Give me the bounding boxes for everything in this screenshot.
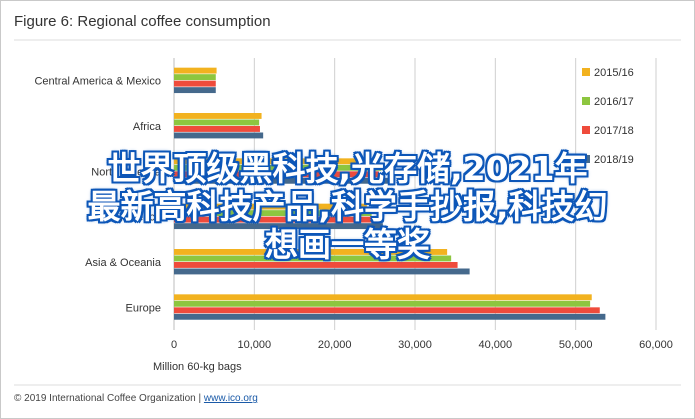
x-tick-label: 50,000 — [559, 339, 593, 351]
category-label: North America — [91, 166, 162, 178]
legend-label: 2015/16 — [594, 67, 634, 79]
legend-label: 2018/19 — [594, 154, 634, 166]
legend: 2015/16 2016/17 2017/18 2018/19 — [582, 67, 634, 166]
source-text: © 2019 International Coffee Organization — [14, 393, 196, 404]
watermark-overlay: 世界顶级黑科技,光存储,2021年 最新高科技产品,科学手抄报,科技幻 想画一等… — [0, 150, 695, 264]
bar — [174, 294, 592, 301]
x-tick-label: 0 — [171, 339, 177, 351]
legend-swatch — [582, 68, 590, 76]
grid-lines — [173, 58, 657, 330]
bar — [174, 216, 378, 223]
bar — [174, 223, 383, 230]
category-label: Europe — [126, 302, 161, 314]
x-tick-label: 40,000 — [479, 339, 513, 351]
bar — [174, 67, 217, 74]
x-tick-labels: 0 10,000 20,000 30,000 40,000 50,000 60,000 — [171, 339, 673, 351]
category-label: Asia & Oceania — [85, 257, 162, 269]
bar — [174, 307, 600, 314]
bar — [174, 158, 377, 165]
source-note: © 2019 International Coffee Organization… — [14, 393, 258, 404]
bars-group — [174, 67, 606, 320]
overlay-line-1: 世界顶级黑科技,光存储,2021年 — [107, 149, 588, 188]
bar — [174, 313, 606, 320]
bar — [174, 249, 448, 255]
bar — [174, 203, 367, 210]
x-axis-label: Million 60-kg bags — [153, 361, 242, 373]
bar — [174, 119, 260, 126]
bar — [174, 74, 216, 81]
legend-swatch — [582, 126, 590, 134]
category-label: Central America & Mexico — [34, 76, 161, 88]
bar — [174, 132, 264, 139]
bar — [174, 171, 379, 178]
bar — [174, 126, 260, 132]
category-label: Africa — [133, 121, 162, 133]
bar — [174, 210, 372, 217]
legend-swatch — [582, 155, 590, 163]
bar — [174, 113, 262, 119]
bar — [174, 268, 470, 275]
overlay-line-2: 最新高科技产品,科学手抄报,科技幻 — [87, 187, 608, 226]
legend-label: 2016/17 — [594, 96, 634, 108]
category-labels: Central America & Mexico Africa North Amer… — [34, 76, 161, 315]
x-tick-label: 60,000 — [639, 339, 673, 351]
x-tick-label: 30,000 — [398, 339, 432, 351]
bar — [174, 87, 216, 94]
legend-swatch — [582, 97, 590, 105]
bar — [174, 177, 391, 184]
source-link[interactable]: www.ico.org — [203, 393, 258, 404]
legend-label: 2017/18 — [594, 125, 634, 137]
bar — [174, 80, 216, 87]
source-separator: | — [199, 393, 204, 404]
bar — [174, 255, 452, 262]
x-tick-label: 20,000 — [318, 339, 352, 351]
overlay-line-3: 想画一等奖 — [265, 225, 430, 264]
bar — [174, 164, 382, 171]
category-label: South America — [89, 212, 161, 224]
x-tick-label: 10,000 — [238, 339, 272, 351]
chart-title: Figure 6: Regional coffee consumption — [14, 13, 271, 30]
bar — [174, 300, 591, 307]
bar — [174, 262, 458, 268]
